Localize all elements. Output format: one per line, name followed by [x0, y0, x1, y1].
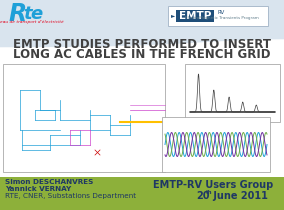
Text: June 2011: June 2011 [210, 191, 268, 201]
Text: R: R [9, 2, 27, 26]
Text: EMTP STUDIES PERFORMED TO INSERT: EMTP STUDIES PERFORMED TO INSERT [13, 38, 271, 51]
Text: Simon DESCHANVRES: Simon DESCHANVRES [5, 179, 93, 185]
Bar [3, 64, 165, 172]
Text: EMTP: EMTP [179, 11, 211, 21]
Bar [185, 64, 280, 122]
Text: RTE, CNER, Substations Department: RTE, CNER, Substations Department [5, 193, 136, 199]
Text: EMTP-RV Users Group: EMTP-RV Users Group [153, 180, 273, 190]
Bar [176, 10, 214, 22]
Bar [162, 117, 270, 172]
Text: e: e [30, 5, 42, 23]
Text: Yannick VERNAY: Yannick VERNAY [5, 186, 71, 192]
Text: 20: 20 [196, 191, 210, 201]
Text: ►: ► [171, 13, 175, 18]
Text: RV: RV [217, 9, 224, 14]
Text: t: t [24, 5, 32, 23]
Text: th: th [206, 190, 212, 196]
Bar [0, 0, 284, 52]
Bar [0, 52, 284, 177]
Bar [0, 177, 284, 210]
Text: ElectroMagnetic Transients Program: ElectroMagnetic Transients Program [185, 16, 259, 20]
Text: Réseau de transport d'électricité: Réseau de transport d'électricité [0, 20, 64, 24]
Text: LONG AC CABLES IN THE FRENCH GRID: LONG AC CABLES IN THE FRENCH GRID [13, 49, 271, 62]
Bar [168, 6, 268, 26]
